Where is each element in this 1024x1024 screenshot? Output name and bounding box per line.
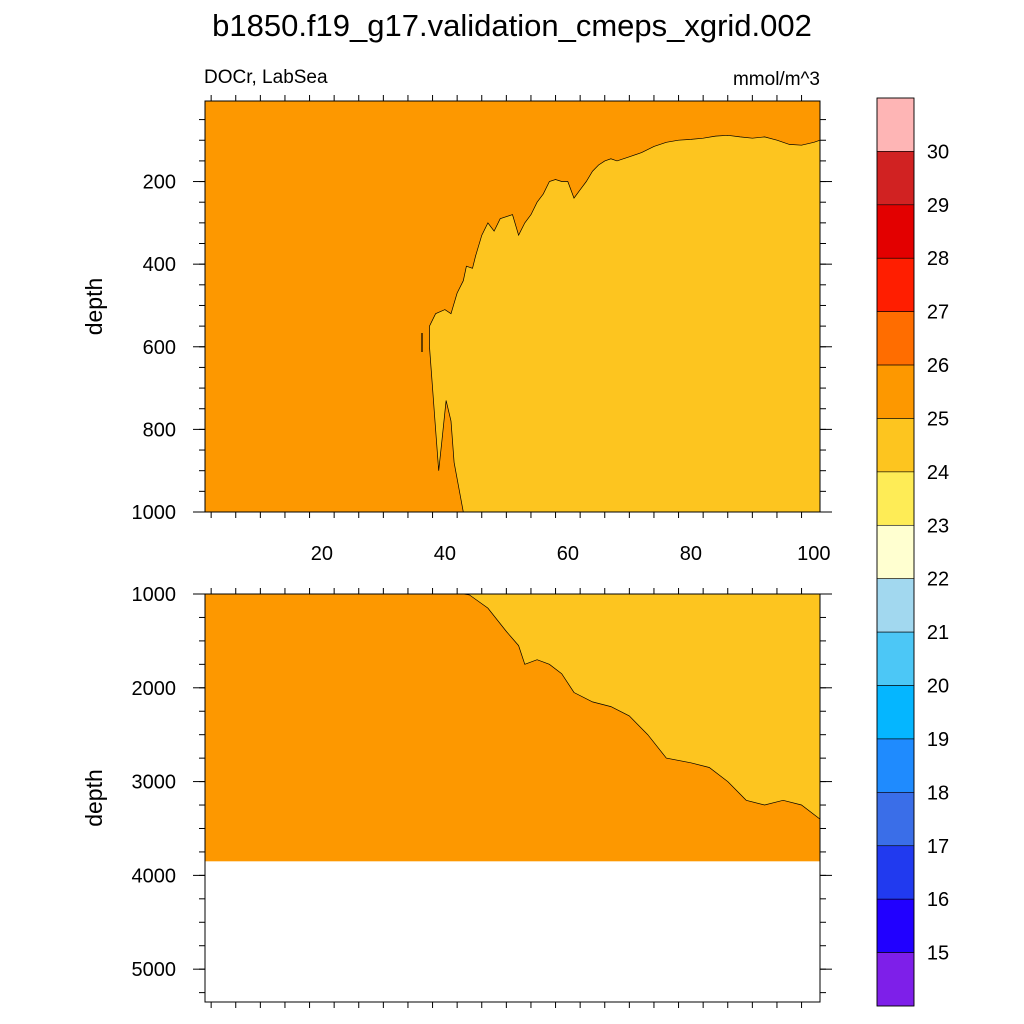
colorbar-label: 17	[927, 836, 949, 858]
chart-subtitle-variable: DOCr, LabSea	[204, 67, 328, 88]
y-axis-label: depth	[81, 769, 107, 827]
contour-line-25	[463, 593, 821, 820]
chart-subtitle-units: mmol/m^3	[733, 69, 820, 90]
colorbar-label: 25	[927, 408, 949, 430]
colorbar-label: 22	[927, 569, 949, 591]
y-tick-label: 1000	[132, 584, 177, 606]
colorbar-swatch	[876, 257, 915, 312]
colorbar-label: 29	[927, 195, 949, 217]
fill-region-24-25	[463, 594, 820, 820]
colorbar-label: 16	[927, 889, 949, 911]
y-tick-label: 200	[143, 172, 176, 194]
colorbar-swatch	[876, 685, 915, 740]
colorbar-swatch	[876, 151, 915, 206]
y-tick-label: 3000	[132, 772, 177, 794]
contour-line-25	[429, 134, 821, 513]
panel-frame	[204, 593, 821, 1003]
colorbar-frame	[876, 97, 915, 1007]
y-tick-label: 800	[143, 419, 176, 441]
colorbar-label: 20	[927, 676, 949, 698]
colorbar-label: 19	[927, 729, 949, 751]
colorbar-label: 15	[927, 943, 949, 965]
colorbar-swatch	[876, 418, 915, 473]
y-axis-label: depth	[81, 278, 107, 336]
colorbar-swatch	[876, 738, 915, 793]
colorbar-swatch	[876, 524, 915, 580]
panel-upper: 20 40 60 80 100 200 400 600 800 1000 depth	[81, 95, 832, 565]
panel-frame	[204, 100, 821, 513]
colorbar: 15 16 17 18 19 20 21 22 23 24 25 26 27 28 29 30	[876, 97, 949, 1007]
colorbar-swatch	[876, 952, 915, 1007]
colorbar-swatch	[876, 631, 915, 686]
x-tick-label: 40	[434, 543, 456, 565]
y-tick-label: 4000	[132, 865, 177, 887]
y-tick-label: 1000	[132, 502, 177, 524]
colorbar-swatch	[876, 311, 915, 366]
colorbar-swatch	[876, 471, 915, 526]
colorbar-label: 28	[927, 248, 949, 270]
colorbar-label: 24	[927, 462, 949, 484]
fill-region-24-25	[429, 135, 820, 513]
colorbar-swatch	[876, 97, 915, 152]
y-tick-label: 600	[143, 337, 176, 359]
x-tick-label: 80	[680, 543, 702, 565]
colorbar-label: 26	[927, 355, 949, 377]
colorbar-swatch	[876, 204, 915, 259]
y-tick-label: 5000	[132, 959, 177, 981]
colorbar-label: 27	[927, 302, 949, 324]
colorbar-swatch	[876, 845, 915, 900]
colorbar-label: 18	[927, 782, 949, 804]
colorbar-label: 30	[927, 141, 949, 163]
y-tick-label: 400	[143, 254, 176, 276]
y-tick-label: 2000	[132, 678, 177, 700]
colorbar-swatch	[876, 898, 915, 953]
colorbar-swatch	[876, 578, 915, 633]
colorbar-swatch	[876, 364, 915, 419]
colorbar-label: 21	[927, 622, 949, 644]
colorbar-label: 23	[927, 515, 949, 537]
x-tick-label: 100	[797, 543, 830, 565]
colorbar-swatch	[876, 792, 915, 847]
x-tick-label: 20	[311, 543, 333, 565]
x-tick-label: 60	[557, 543, 579, 565]
panel-lower: 1000 2000 3000 4000 5000 depth	[81, 584, 832, 1008]
chart-title: b1850.f19_g17.validation_cmeps_xgrid.002	[212, 8, 812, 43]
